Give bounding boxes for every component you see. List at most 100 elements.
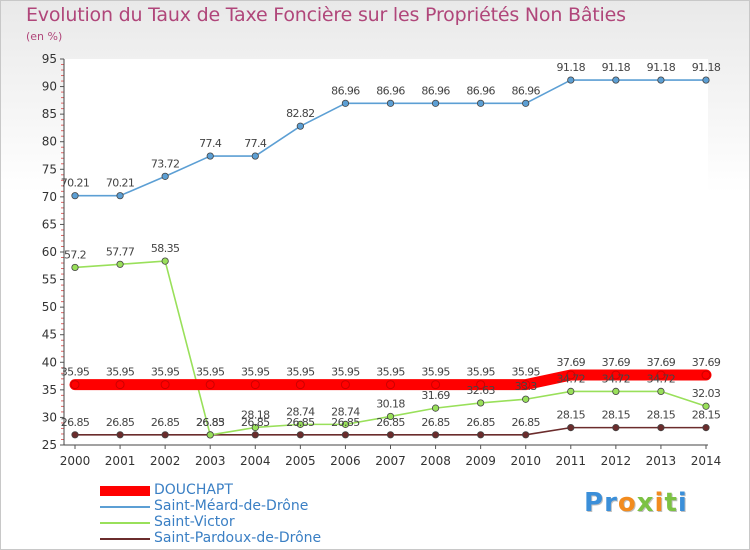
data-label: 37.69 (692, 356, 721, 369)
data-label: 34.72 (557, 372, 586, 385)
legend-swatch (100, 522, 150, 524)
data-label: 28.15 (602, 409, 631, 422)
data-label: 31.69 (421, 389, 450, 402)
x-tick-label: 2008 (420, 454, 451, 468)
data-point (341, 420, 350, 428)
x-tick-label: 2005 (285, 454, 316, 468)
data-label: 77.4 (244, 137, 267, 150)
data-label: 37.69 (647, 356, 676, 369)
data-label: 86.96 (331, 84, 360, 97)
data-point (341, 99, 350, 107)
data-point (386, 412, 395, 421)
data-label: 26.85 (286, 416, 315, 429)
data-label: 70.21 (61, 177, 90, 190)
data-point (522, 395, 530, 403)
data-label: 82.82 (286, 107, 315, 120)
logo-letter: x (636, 488, 655, 518)
logo-letter: i (654, 488, 665, 518)
data-label: 35.95 (466, 366, 495, 379)
data-point (341, 431, 350, 439)
data-point (71, 263, 79, 272)
data-label: 26.85 (241, 416, 270, 429)
data-label: 34.72 (602, 372, 631, 385)
data-label: 34.72 (647, 372, 676, 385)
data-point (71, 431, 79, 439)
data-point (251, 423, 259, 432)
data-label: 26.83 (196, 416, 225, 429)
y-tick-label: 70 (42, 190, 57, 204)
y-tick-label: 55 (42, 273, 57, 287)
data-point (612, 387, 620, 396)
y-tick-label: 75 (42, 162, 57, 176)
data-point (250, 380, 260, 390)
x-tick-label: 2002 (150, 454, 181, 468)
data-label: 26.85 (106, 416, 135, 429)
data-label: 91.18 (647, 61, 676, 74)
data-label: 57.77 (106, 245, 135, 258)
x-tick-label: 2004 (240, 454, 271, 468)
data-point (702, 402, 710, 410)
legend-label: Saint-Victor (154, 514, 235, 530)
data-point (657, 424, 665, 432)
data-label: 30.18 (376, 397, 405, 410)
data-point (386, 431, 395, 439)
data-label: 91.18 (692, 61, 721, 74)
data-label: 37.69 (602, 356, 631, 369)
data-label: 35.95 (106, 366, 135, 379)
data-label: 33.3 (515, 380, 538, 393)
data-point (521, 380, 531, 390)
y-tick-label: 40 (42, 355, 57, 369)
data-point (702, 424, 710, 432)
data-label: 28.18 (241, 408, 270, 421)
data-label: 28.15 (557, 409, 586, 422)
y-axis-label: (en %) (26, 30, 63, 43)
data-point (116, 192, 124, 200)
y-tick-label: 85 (42, 107, 57, 121)
data-label: 35.95 (421, 366, 450, 379)
y-tick-label: 25 (42, 438, 57, 452)
data-label: 77.4 (199, 137, 222, 150)
data-point (386, 99, 395, 107)
data-label: 26.85 (466, 416, 495, 429)
data-point (116, 260, 124, 268)
logo-letter: o (617, 488, 637, 518)
x-tick-label: 2010 (510, 454, 541, 468)
data-point (612, 424, 620, 432)
legend-swatch (100, 506, 150, 508)
data-point (116, 431, 124, 439)
data-point (522, 431, 530, 439)
data-label: 26.85 (511, 416, 540, 429)
data-point (206, 152, 214, 160)
y-tick-label: 95 (42, 52, 57, 66)
y-tick-label: 65 (42, 217, 57, 231)
x-tick-label: 2003 (195, 454, 226, 468)
logo-letter: P (584, 488, 605, 518)
data-point (477, 431, 485, 439)
data-point (657, 76, 665, 84)
data-label: 35.95 (331, 366, 360, 379)
x-tick-label: 2009 (465, 454, 496, 468)
data-label: 26.85 (151, 416, 180, 429)
legend-label: Saint-Pardoux-de-Drône (154, 530, 322, 546)
data-point (115, 380, 125, 390)
data-label: 35.95 (61, 366, 90, 379)
legend-swatch (100, 486, 150, 496)
data-point (431, 380, 441, 390)
data-label: 32.03 (692, 387, 721, 400)
data-point (251, 152, 259, 160)
y-tick-label: 35 (42, 383, 57, 397)
data-label: 91.18 (602, 61, 631, 74)
x-tick-label: 2013 (646, 454, 677, 468)
data-point (567, 424, 575, 432)
x-tick-label: 2007 (375, 454, 406, 468)
x-tick-label: 2014 (691, 454, 722, 468)
y-tick-label: 80 (42, 135, 57, 149)
x-tick-label: 2000 (60, 454, 91, 468)
data-point (71, 192, 79, 200)
data-label: 35.95 (196, 366, 225, 379)
data-label: 73.72 (151, 157, 180, 170)
data-point (566, 370, 576, 380)
data-label: 35.95 (241, 366, 270, 379)
data-label: 26.85 (376, 416, 405, 429)
